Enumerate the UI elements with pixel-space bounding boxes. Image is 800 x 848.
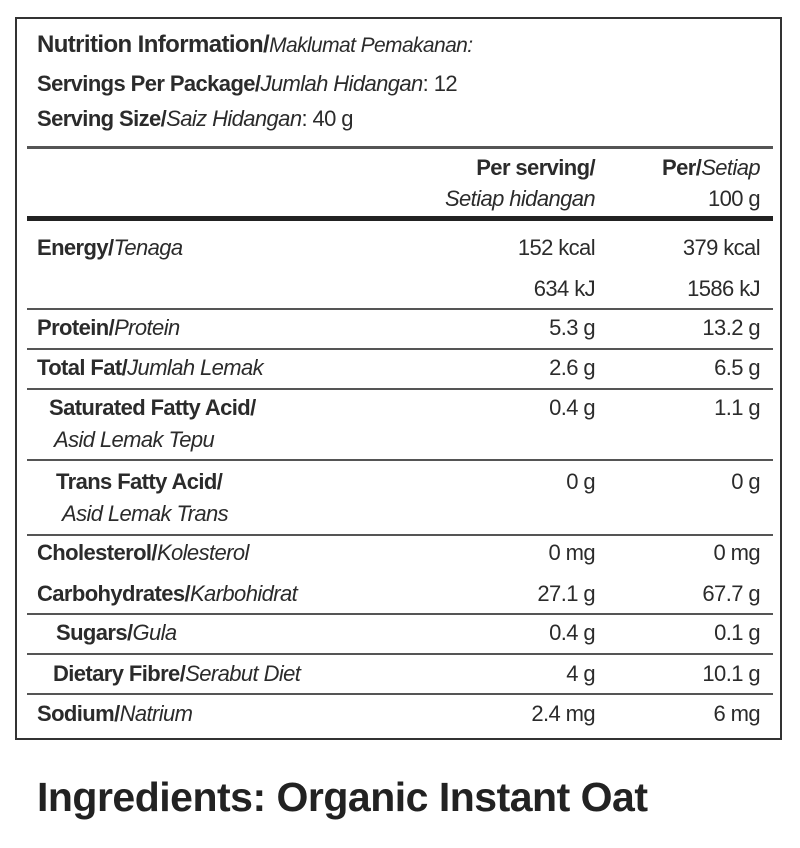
row-sugars-label: Sugars/Gula (56, 620, 177, 646)
total-fat-serving: 2.6 g (549, 355, 596, 380)
energy-kcal-serving: 152 kcal (517, 235, 596, 260)
divider (27, 388, 773, 390)
nutrition-table (15, 17, 782, 740)
title-en: Nutrition Information/ (37, 31, 270, 58)
label-en: Cholesterol/ (37, 540, 158, 565)
carbohydrates-serving: 27.1 g (537, 581, 595, 606)
divider (27, 348, 773, 350)
label-ms: Kolesterol (156, 540, 249, 565)
ingredients: Ingredients: Organic Instant Oat (37, 774, 648, 820)
label-ms: Natrium (119, 701, 193, 726)
label-en: Carbohydrates/ (37, 581, 191, 606)
row-trans-label: Trans Fatty Acid/ (56, 469, 223, 494)
row-cholesterol-label: Cholesterol/Kolesterol (37, 540, 249, 566)
per100-en: Per/ (662, 155, 702, 180)
divider (27, 613, 773, 615)
per-serving-header: Per serving/ (476, 155, 595, 180)
protein-serving: 5.3 g (549, 315, 596, 340)
sugars-100g: 0.1 g (714, 620, 761, 645)
row-sodium-label: Sodium/Natrium (37, 701, 193, 727)
sodium-serving: 2.4 mg (531, 701, 595, 726)
label-ms: Jumlah Lemak (127, 355, 264, 380)
trans-100g: 0 g (731, 469, 760, 494)
title: Nutrition Information/Maklumat Pemakanan… (37, 31, 473, 59)
divider (27, 146, 773, 149)
servings-en: Servings Per Package/ (37, 71, 261, 96)
cholesterol-serving: 0 mg (548, 540, 595, 565)
saturated-serving: 0.4 g (549, 395, 596, 420)
energy-kcal-100g: 379 kcal (682, 235, 761, 260)
total-fat-100g: 6.5 g (714, 355, 761, 380)
energy-kj-serving: 634 kJ (533, 276, 596, 301)
label-en: Sodium/ (37, 701, 120, 726)
per-serving-header-ms: Setiap hidangan (444, 186, 596, 211)
row-saturated-label-ms: Asid Lemak Tepu (54, 427, 215, 452)
row-protein-label: Protein/Protein (37, 315, 180, 341)
fibre-serving: 4 g (566, 661, 595, 686)
per100-ms: Setiap (701, 155, 760, 180)
divider (27, 459, 773, 461)
label-en: Protein/ (37, 315, 115, 340)
row-total-fat-label: Total Fat/Jumlah Lemak (37, 355, 264, 381)
title-ms: Maklumat Pemakanan: (269, 34, 473, 57)
servings-value: : 12 (422, 71, 458, 96)
label-en: Dietary Fibre/ (53, 661, 186, 686)
divider (27, 693, 773, 695)
label-en: Energy/ (37, 235, 114, 260)
label-ms: Protein (114, 315, 180, 340)
divider (27, 308, 773, 310)
size-value: : 40 g (301, 106, 353, 131)
per-100g-header: Per/Setiap (662, 155, 761, 181)
divider (27, 653, 773, 655)
label-ms: Serabut Diet (185, 661, 301, 686)
servings-per-package: Servings Per Package/Jumlah Hidangan: 12 (37, 71, 458, 97)
serving-size: Serving Size/Saiz Hidangan: 40 g (37, 106, 354, 132)
row-saturated-label: Saturated Fatty Acid/ (49, 395, 256, 420)
servings-ms: Jumlah Hidangan (260, 71, 423, 96)
thick-divider (27, 216, 773, 221)
size-ms: Saiz Hidangan (166, 106, 302, 131)
carbohydrates-100g: 67.7 g (702, 581, 760, 606)
cholesterol-100g: 0 mg (713, 540, 760, 565)
label-en: Sugars/ (56, 620, 133, 645)
saturated-100g: 1.1 g (714, 395, 761, 420)
divider (27, 534, 773, 536)
sodium-100g: 6 mg (713, 701, 760, 726)
row-fibre-label: Dietary Fibre/Serabut Diet (53, 661, 301, 687)
label-ms: Tenaga (113, 235, 184, 260)
protein-100g: 13.2 g (702, 315, 760, 340)
size-en: Serving Size/ (37, 106, 167, 131)
row-energy-label: Energy/Tenaga (37, 235, 183, 261)
label-ms: Gula (132, 620, 178, 645)
trans-serving: 0 g (566, 469, 595, 494)
per-100g-unit: 100 g (707, 186, 761, 211)
energy-kj-100g: 1586 kJ (687, 276, 760, 301)
row-trans-label-ms: Asid Lemak Trans (62, 501, 229, 526)
label-en: Total Fat/ (37, 355, 128, 380)
fibre-100g: 10.1 g (702, 661, 760, 686)
row-carbohydrates-label: Carbohydrates/Karbohidrat (37, 581, 298, 607)
label-ms: Karbohidrat (189, 581, 298, 606)
sugars-serving: 0.4 g (549, 620, 596, 645)
